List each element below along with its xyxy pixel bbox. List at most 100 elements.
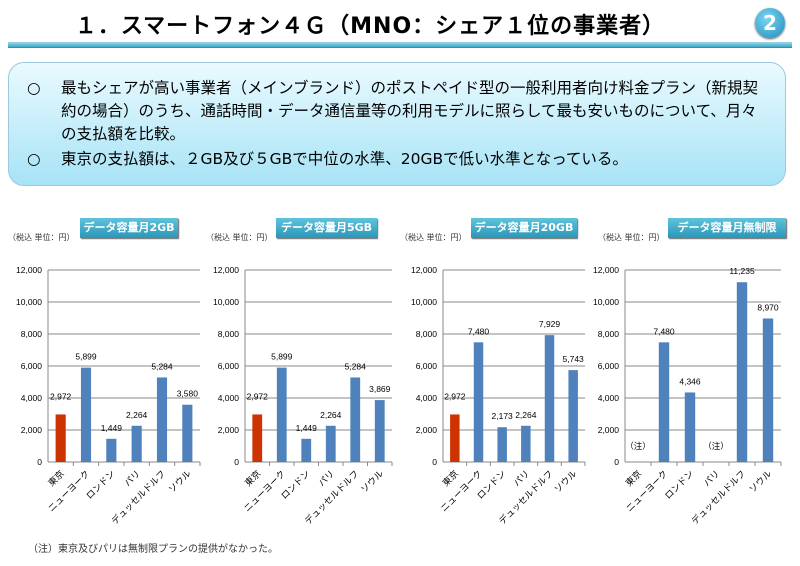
- data-label: 4,346: [679, 376, 701, 386]
- bar: [301, 438, 312, 462]
- x-tick-label: ソウル: [552, 468, 579, 495]
- bar-chart-20gb: 0 2,000 4,000 6,000 8,000 10,000 12,000 2,972 東京…: [411, 265, 586, 527]
- y-tick-label: 6,000: [218, 361, 240, 371]
- summary-text: 最もシェアが高い事業者（メインブランド）のポストペイド型の一般利用者向け料金プラ…: [61, 79, 759, 143]
- data-label: 1,449: [101, 423, 123, 433]
- data-label: 8,970: [757, 302, 779, 312]
- data-label: 2,972: [247, 391, 269, 401]
- x-tick-label: パリ: [316, 468, 337, 489]
- y-tick-label: 10,000: [411, 297, 437, 307]
- data-label: 2,264: [320, 410, 342, 420]
- y-tick-label: 8,000: [598, 329, 620, 339]
- bar: [374, 400, 385, 462]
- y-tick-label: 2,000: [21, 425, 43, 435]
- bar-chart-5gb: 0 2,000 4,000 6,000 8,000 10,000 12,000 2,972 東京…: [213, 265, 393, 527]
- unit-label: （税込 単位：円）: [598, 233, 665, 242]
- data-label: 5,284: [151, 361, 173, 371]
- unit-label: （税込 単位：円）: [8, 233, 75, 242]
- y-tick-label: 0: [234, 457, 239, 467]
- data-label: 2,264: [515, 410, 537, 420]
- data-label: 5,899: [75, 352, 97, 362]
- bar: [497, 427, 507, 462]
- y-tick-label: 10,000: [593, 297, 619, 307]
- y-tick-label: 0: [37, 457, 42, 467]
- bar: [350, 377, 361, 462]
- bar: [325, 425, 336, 462]
- y-tick-label: 12,000: [411, 265, 437, 275]
- note-label: （注）: [703, 441, 729, 452]
- unit-label: （税込 単位：円）: [206, 233, 273, 242]
- data-label: 7,480: [468, 326, 490, 336]
- x-tick-label: パリ: [122, 468, 143, 489]
- x-tick-label: 東京: [46, 468, 67, 489]
- chart-title-unlimited: データ容量月無制限: [668, 218, 786, 238]
- y-tick-label: 2,000: [598, 425, 620, 435]
- bar: [106, 438, 117, 462]
- chart-title-5gb: データ容量月5GB: [276, 218, 377, 238]
- data-label: 5,743: [563, 354, 585, 364]
- y-tick-label: 4,000: [21, 393, 43, 403]
- unit-label: （税込 単位：円）: [400, 233, 467, 242]
- bar: [131, 425, 142, 462]
- bullet-circle-icon: ○: [27, 150, 41, 168]
- y-tick-label: 12,000: [213, 265, 239, 275]
- data-label: 11,235: [729, 266, 755, 276]
- bar: [55, 414, 66, 462]
- y-tick-label: 10,000: [16, 297, 42, 307]
- bar: [762, 318, 774, 462]
- y-tick-label: 12,000: [16, 265, 42, 275]
- data-label: 5,284: [345, 361, 367, 371]
- chart-title-2gb: データ容量月2GB: [80, 218, 178, 238]
- data-label: 2,972: [444, 391, 466, 401]
- summary-box: ○ 最もシェアが高い事業者（メインブランド）のポストペイド型の一般利用者向け料金プ…: [8, 62, 786, 186]
- data-label: 2,972: [50, 391, 72, 401]
- y-tick-label: 6,000: [598, 361, 620, 371]
- note-label: （注）: [625, 441, 651, 452]
- x-tick-label: パリ: [702, 468, 723, 489]
- data-label: 2,264: [126, 410, 148, 420]
- y-tick-label: 0: [614, 457, 619, 467]
- data-label: 7,929: [539, 319, 561, 329]
- bar: [736, 282, 748, 462]
- x-tick-label: ソウル: [359, 468, 386, 495]
- bar: [521, 425, 531, 462]
- bar: [156, 377, 168, 462]
- bullet-circle-icon: ○: [27, 79, 41, 97]
- bar: [544, 335, 555, 462]
- y-tick-label: 4,000: [416, 393, 438, 403]
- y-tick-label: 6,000: [21, 361, 43, 371]
- y-tick-label: 8,000: [21, 329, 43, 339]
- y-tick-label: 2,000: [218, 425, 240, 435]
- data-label: 3,580: [177, 389, 199, 399]
- summary-point: ○ 最もシェアが高い事業者（メインブランド）のポストペイド型の一般利用者向け料金プ…: [27, 77, 769, 146]
- summary-point: ○ 東京の支払額は、２GB及び５GBで中位の水準、20GBで低い水準となっている。: [27, 148, 769, 171]
- y-tick-label: 0: [432, 457, 437, 467]
- data-label: 3,869: [369, 384, 391, 394]
- x-tick-label: 東京: [623, 468, 644, 489]
- y-tick-label: 10,000: [213, 297, 239, 307]
- bar: [684, 392, 696, 462]
- y-tick-label: 12,000: [593, 265, 619, 275]
- y-tick-label: 4,000: [218, 393, 240, 403]
- y-tick-label: 8,000: [416, 329, 438, 339]
- x-tick-label: ソウル: [747, 468, 774, 495]
- summary-text: 東京の支払額は、２GB及び５GBで中位の水準、20GBで低い水準となっている。: [61, 150, 628, 168]
- title-underline: [8, 42, 792, 48]
- x-tick-label: ロンドン: [664, 469, 697, 502]
- bar: [276, 367, 287, 462]
- x-tick-label: 東京: [440, 468, 461, 489]
- page-title: １．スマートフォン４Ｇ（MNO：シェア１位の事業者）: [74, 14, 666, 39]
- bar: [252, 414, 263, 462]
- bar-chart-unlimited: 0 2,000 4,000 6,000 8,000 10,000 12,000 （注） 東京 7,…: [593, 265, 782, 527]
- y-tick-label: 6,000: [416, 361, 438, 371]
- bar: [568, 370, 578, 462]
- y-tick-label: 2,000: [416, 425, 438, 435]
- bar-chart-2gb: 0 2,000 4,000 6,000 8,000 10,000 12,000 2,972 東京…: [16, 265, 201, 527]
- chart-title-20gb: データ容量月20GB: [471, 218, 577, 238]
- footnote: （注）東京及びパリは無制限プランの提供がなかった。: [28, 544, 278, 555]
- bar: [80, 367, 92, 462]
- y-tick-label: 4,000: [598, 393, 620, 403]
- page-number-badge: 2: [755, 8, 785, 38]
- bar: [658, 342, 670, 462]
- bar: [182, 404, 193, 462]
